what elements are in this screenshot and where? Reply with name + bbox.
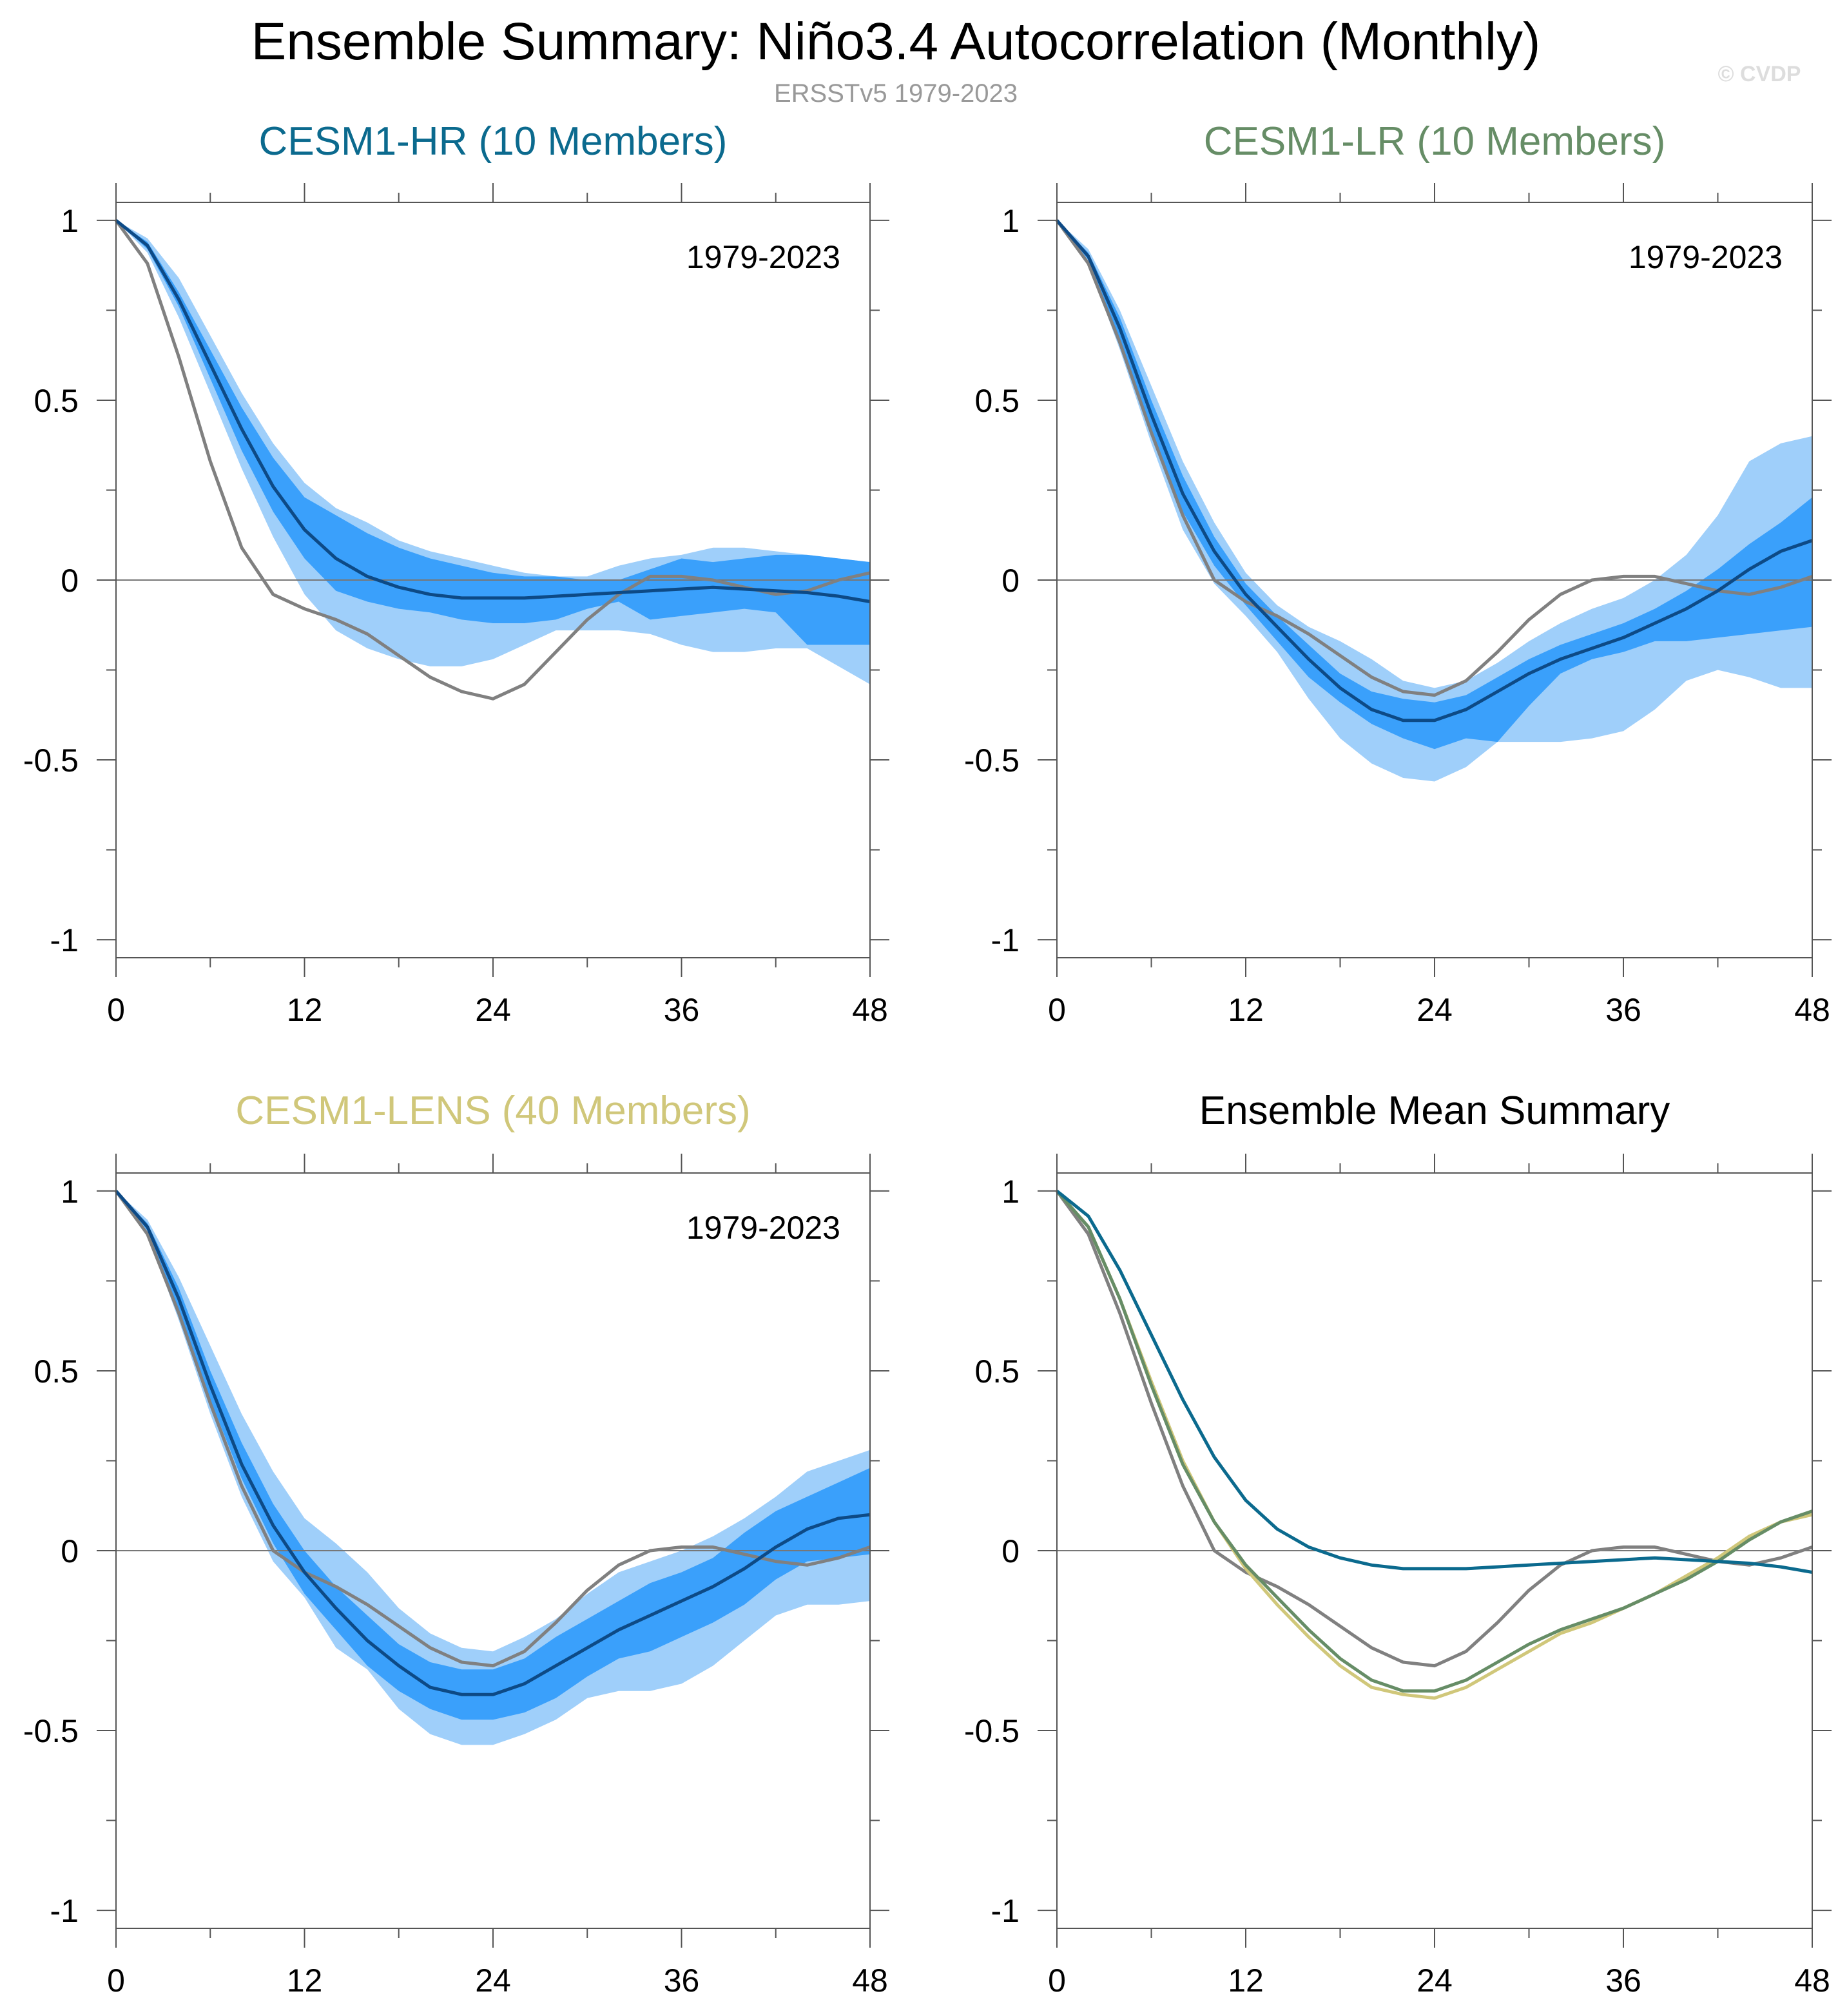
x-tick-label: 0 xyxy=(1048,992,1066,1028)
x-tick-label: 36 xyxy=(1605,1963,1641,1999)
series-line-cesm1-hr xyxy=(1056,1189,1813,1574)
panel-2: CESM1-LR (10 Members) 0 12 24 36 48 1 0.5 0 -0.5 -… xyxy=(964,119,1832,1028)
x-tick-label: 24 xyxy=(475,992,511,1028)
y-tick-label: -0.5 xyxy=(964,742,1020,779)
ensemble-mean-line xyxy=(1056,219,1813,722)
copyright-label: © CVDP xyxy=(1718,62,1801,86)
inner-spread-band xyxy=(116,220,870,645)
panel-title: CESM1-LENS (40 Members) xyxy=(235,1089,750,1133)
y-tick-label: 0.5 xyxy=(974,383,1020,419)
figure-subtitle: ERSSTv5 1979-2023 xyxy=(774,79,1018,108)
inner-spread-band xyxy=(116,1190,870,1720)
x-tick-label: 12 xyxy=(1228,1963,1264,1999)
panel-1: CESM1-HR (10 Members) 0 12 24 36 48 1 0.5 0 -0.5 -… xyxy=(23,119,889,1028)
y-tick-label: -0.5 xyxy=(964,1713,1020,1749)
y-tick-label: -1 xyxy=(991,1893,1020,1929)
y-tick-label: 1 xyxy=(1001,1174,1020,1210)
x-tick-label: 0 xyxy=(107,1963,125,1999)
x-tick-label: 24 xyxy=(1417,992,1453,1028)
observations-line xyxy=(114,1190,871,1668)
x-tick-label: 36 xyxy=(664,992,700,1028)
observations-line xyxy=(114,219,871,701)
observations-line xyxy=(1055,219,1813,697)
y-tick-label: 0 xyxy=(1001,563,1020,599)
series-line-observations xyxy=(1055,1190,1813,1668)
panel-4: Ensemble Mean Summary 0 12 24 36 48 1 0.5 0 -0.5 -… xyxy=(964,1089,1832,1999)
x-tick-label: 48 xyxy=(852,1963,888,1999)
y-tick-label: 0.5 xyxy=(34,383,79,419)
x-tick-label: 36 xyxy=(664,1963,700,1999)
panel-title: Ensemble Mean Summary xyxy=(1199,1089,1670,1133)
y-tick-label: 0.5 xyxy=(34,1353,79,1390)
y-tick-label: -0.5 xyxy=(23,1713,79,1749)
ensemble-mean-line xyxy=(115,1190,871,1696)
period-annotation: 1979-2023 xyxy=(1629,239,1783,275)
panel-title: CESM1-HR (10 Members) xyxy=(259,119,728,164)
x-tick-label: 48 xyxy=(852,992,888,1028)
series-line-cesm1-lens xyxy=(1056,1190,1813,1700)
y-tick-label: 0 xyxy=(1001,1533,1020,1569)
panel-title: CESM1-LR (10 Members) xyxy=(1204,119,1666,164)
x-tick-label: 0 xyxy=(1048,1963,1066,1999)
x-tick-label: 36 xyxy=(1605,992,1641,1028)
x-tick-label: 48 xyxy=(1794,992,1830,1028)
outer-spread-band xyxy=(116,1190,870,1745)
ensemble-mean-line xyxy=(115,218,871,603)
figure-title: Ensemble Summary: Niño3.4 Autocorrelatio… xyxy=(251,12,1541,71)
x-tick-label: 48 xyxy=(1794,1963,1830,1999)
y-tick-label: -0.5 xyxy=(23,742,79,779)
x-tick-label: 24 xyxy=(475,1963,511,1999)
x-tick-label: 12 xyxy=(1228,992,1264,1028)
y-tick-label: 1 xyxy=(61,1174,79,1210)
y-tick-label: 0.5 xyxy=(974,1353,1020,1390)
series-line-cesm1-lr xyxy=(1056,1190,1813,1693)
x-tick-label: 24 xyxy=(1417,1963,1453,1999)
panel-3: CESM1-LENS (40 Members) 0 12 24 36 48 1 0.5 0 -0.… xyxy=(23,1089,889,1999)
period-annotation: 1979-2023 xyxy=(686,239,840,275)
y-tick-label: -1 xyxy=(991,922,1020,958)
y-tick-label: 1 xyxy=(1001,203,1020,239)
x-tick-label: 12 xyxy=(287,1963,323,1999)
y-tick-label: 0 xyxy=(61,1533,79,1569)
outer-spread-band xyxy=(1057,220,1812,782)
y-tick-label: 1 xyxy=(61,203,79,239)
x-tick-label: 0 xyxy=(107,992,125,1028)
period-annotation: 1979-2023 xyxy=(686,1210,840,1246)
y-tick-label: 0 xyxy=(61,563,79,599)
x-tick-label: 12 xyxy=(287,992,323,1028)
y-tick-label: -1 xyxy=(50,922,79,958)
y-tick-label: -1 xyxy=(50,1893,79,1929)
